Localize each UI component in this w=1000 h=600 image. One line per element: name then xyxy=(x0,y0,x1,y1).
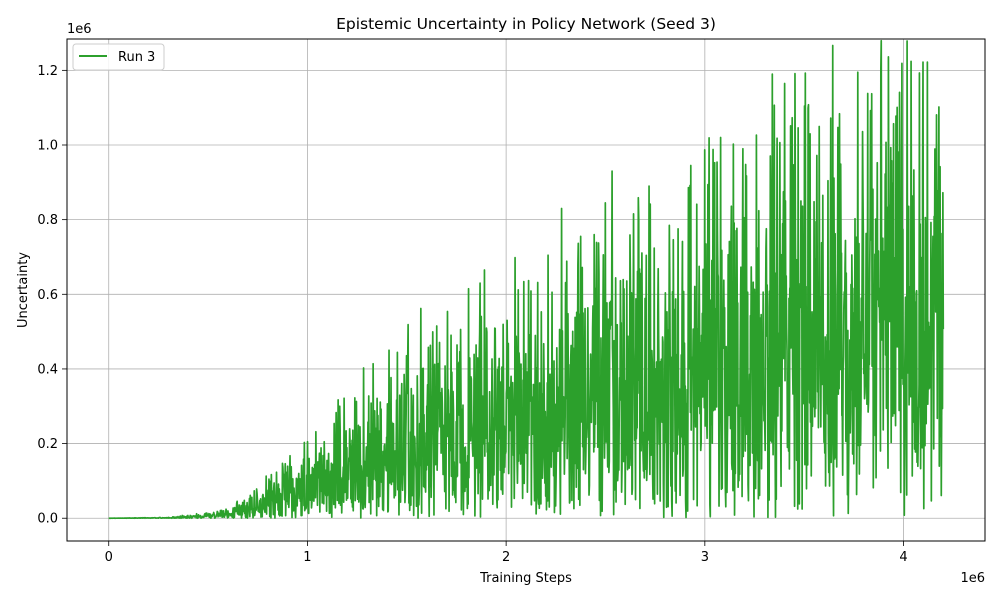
y-axis-ticks: 0.0 0.2 0.4 0.6 0.8 1.0 1.2 xyxy=(37,64,67,527)
legend: Run 3 xyxy=(72,43,165,71)
x-tick-label: 3 xyxy=(701,550,709,565)
y-axis-offset-label: 1e6 xyxy=(67,22,92,37)
y-tick-label: 1.0 xyxy=(37,138,58,153)
x-axis-offset-label: 1e6 xyxy=(960,571,985,586)
x-axis-ticks: 0 1 2 3 4 xyxy=(105,541,908,565)
y-tick-label: 0.4 xyxy=(37,362,58,377)
x-axis-label: Training Steps xyxy=(479,571,572,586)
legend-label-run-3: Run 3 xyxy=(118,50,155,65)
y-tick-label: 0.8 xyxy=(37,213,58,228)
plot-area xyxy=(66,38,986,542)
plot-frame xyxy=(66,38,986,542)
y-tick-label: 0.6 xyxy=(37,288,58,303)
x-tick-label: 4 xyxy=(899,550,907,565)
y-tick-label: 0.0 xyxy=(37,512,58,527)
series-line-run-3 xyxy=(108,39,945,520)
legend-box xyxy=(72,43,165,71)
y-axis-label: Uncertainty xyxy=(16,252,31,328)
chart-title: Epistemic Uncertainty in Policy Network … xyxy=(336,15,716,33)
y-tick-label: 1.2 xyxy=(37,64,58,79)
x-tick-label: 0 xyxy=(105,550,113,565)
y-tick-label: 0.2 xyxy=(37,437,58,452)
x-tick-label: 2 xyxy=(502,550,510,565)
x-tick-label: 1 xyxy=(303,550,311,565)
